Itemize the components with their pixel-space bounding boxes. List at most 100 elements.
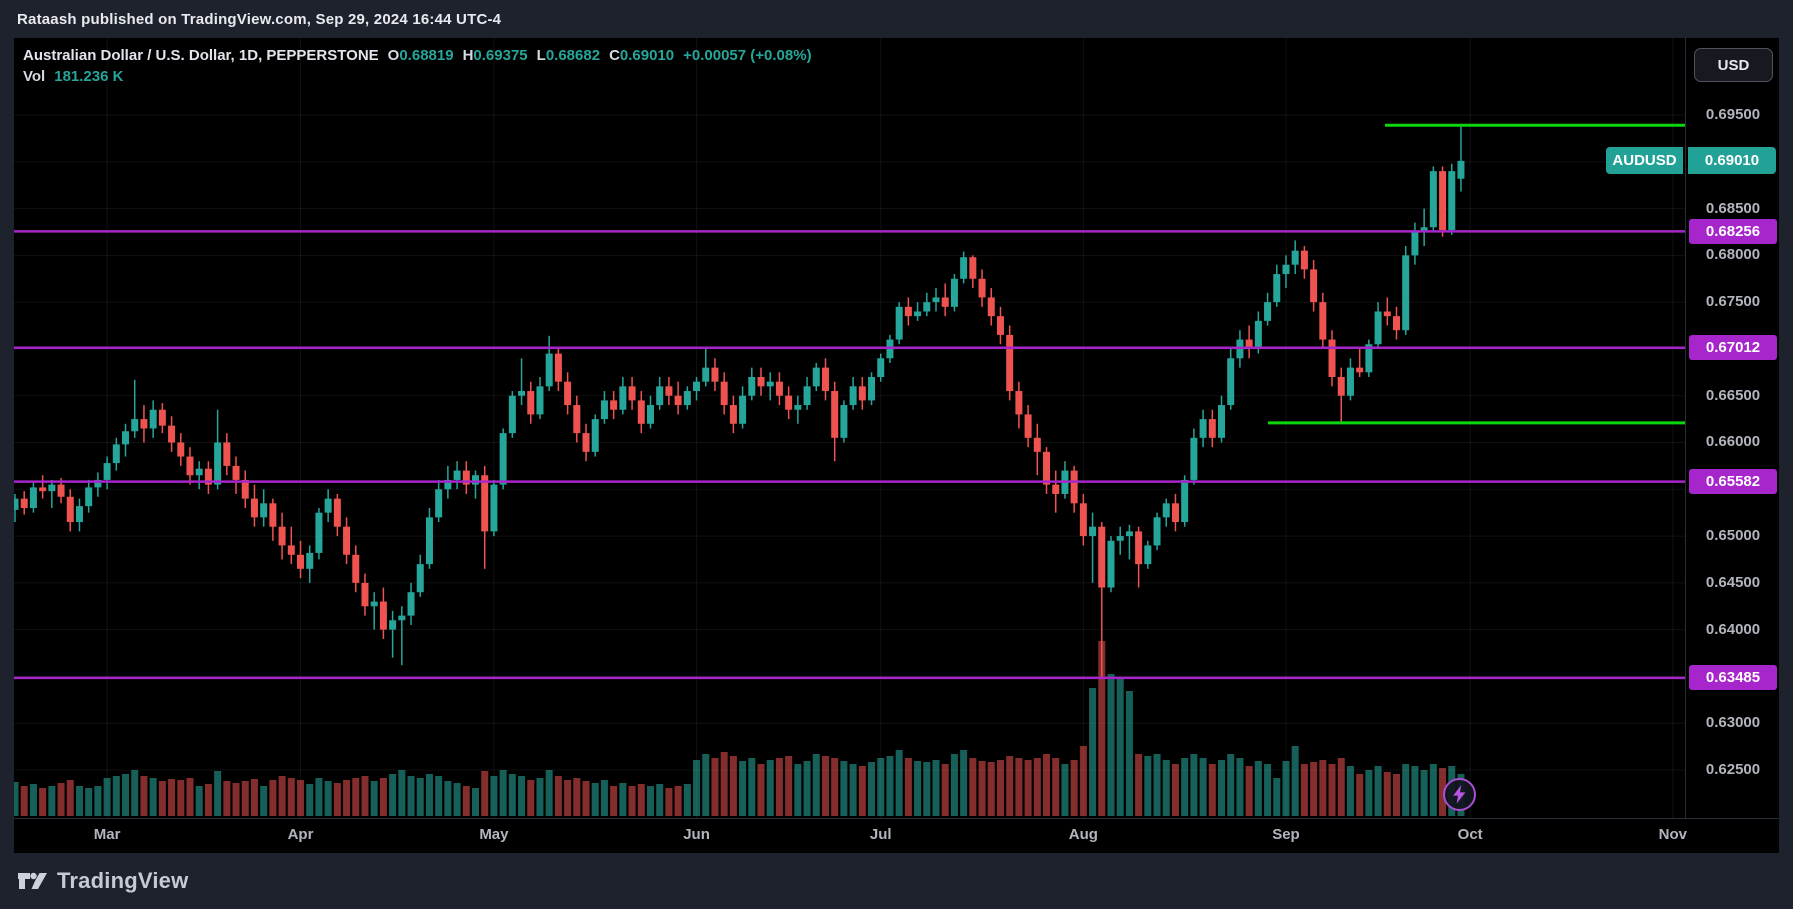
tradingview-brand-text[interactable]: TradingView — [57, 868, 189, 893]
volume-bar — [1199, 758, 1207, 816]
candle-body — [1319, 302, 1327, 340]
volume-bar — [278, 776, 286, 816]
candle-body — [490, 484, 498, 532]
volume-bar — [1043, 754, 1051, 816]
volume-bar — [1300, 764, 1308, 816]
volume-bar — [39, 788, 47, 816]
candle-body — [269, 503, 277, 527]
price-axis-label: 0.66500 — [1705, 386, 1761, 404]
tradingview-logo-icon[interactable] — [17, 868, 48, 894]
ohlc-close: C0.69010 — [609, 47, 675, 64]
price-plot-svg — [14, 38, 1685, 818]
volume-bar — [1383, 772, 1391, 816]
candle-body — [729, 405, 737, 424]
candle-body — [472, 475, 479, 485]
volume-bar — [1153, 754, 1161, 816]
candle-body — [1153, 517, 1161, 546]
volume-bar — [1374, 766, 1382, 816]
volume-bar — [1070, 760, 1078, 816]
volume-bar — [1116, 678, 1124, 816]
volume-bar — [637, 784, 645, 816]
candle-body — [1273, 274, 1281, 303]
candle-body — [665, 386, 673, 396]
candle-body — [1162, 503, 1170, 518]
candle-body — [600, 400, 608, 420]
volume-bar — [1393, 774, 1400, 816]
candle-body — [1374, 311, 1382, 345]
time-axis-month-label: Oct — [1457, 826, 1483, 843]
time-axis-month-label: Apr — [287, 826, 314, 843]
candle-body — [149, 409, 157, 429]
candle-body — [1291, 250, 1299, 265]
symbol-price-badge-value: 0.69010 — [1688, 147, 1776, 175]
volume-bar — [250, 779, 258, 816]
price-axis-label: 0.68000 — [1705, 246, 1761, 264]
level-price-badge: 0.65582 — [1689, 469, 1777, 495]
volume-bar — [831, 758, 839, 816]
symbol-title[interactable]: Australian Dollar / U.S. Dollar, 1D, PEP… — [23, 47, 379, 64]
volume-bar — [398, 770, 406, 816]
volume-bar — [472, 788, 479, 816]
volume-bar — [214, 771, 222, 816]
candle-body — [1181, 479, 1189, 523]
candle-body — [1448, 171, 1456, 231]
candle-body — [683, 391, 691, 406]
volume-bar — [1291, 746, 1299, 816]
chart-legend: Australian Dollar / U.S. Dollar, 1D, PEP… — [23, 45, 812, 87]
volume-bar — [1061, 764, 1069, 816]
boost-lightning-button[interactable] — [1443, 778, 1476, 811]
volume-bar — [1356, 774, 1364, 816]
candle-body — [1079, 503, 1087, 537]
candle-body — [48, 484, 56, 492]
volume-bar — [481, 771, 489, 816]
volume-bar — [914, 761, 922, 816]
candle-body — [1439, 171, 1447, 231]
time-axis[interactable]: Mar Apr May Jun Jul Aug Sep Oct Nov — [14, 818, 1779, 853]
candle-body — [306, 552, 314, 569]
lightning-icon — [1453, 785, 1466, 804]
currency-usd-button[interactable]: USD — [1694, 48, 1773, 82]
candle-body — [1171, 503, 1179, 523]
volume-bar — [610, 786, 618, 816]
volume-bar — [1181, 758, 1189, 816]
candle-body — [1245, 339, 1253, 349]
volume-bar — [978, 761, 986, 816]
candle-body — [297, 554, 305, 569]
candle-body — [287, 545, 295, 555]
volume-bar — [720, 752, 728, 816]
volume-bar — [591, 783, 599, 816]
candle-body — [1356, 367, 1364, 373]
candle-body — [131, 419, 139, 432]
candle-body — [195, 468, 203, 476]
volume-bar — [923, 762, 931, 816]
candle-body — [232, 465, 240, 480]
candle-body — [158, 409, 166, 426]
candle-body — [379, 601, 387, 630]
volume-bar — [57, 783, 65, 816]
candle-body — [85, 487, 93, 507]
candle-body — [103, 463, 111, 480]
volume-bar — [158, 781, 166, 816]
candle-body — [573, 405, 581, 434]
time-axis-month-label: Aug — [1068, 826, 1098, 843]
candle-body — [1383, 311, 1391, 317]
candle-body — [223, 442, 231, 466]
volume-bar — [435, 776, 443, 816]
volume-bar — [94, 786, 102, 816]
volume-bar — [1208, 764, 1216, 816]
candle-body — [122, 431, 130, 445]
volume-bar — [904, 758, 912, 816]
volume-bar — [619, 783, 627, 816]
volume-bar — [1411, 766, 1419, 816]
candle-body — [960, 257, 968, 279]
candle-body — [66, 496, 74, 523]
volume-bar — [886, 756, 894, 816]
volume-bar — [527, 780, 535, 816]
volume-bar — [140, 776, 148, 816]
volume-bar — [14, 782, 19, 816]
volume-bar — [1227, 754, 1235, 816]
volume-bar — [1162, 760, 1170, 816]
chart-plot-area[interactable]: Australian Dollar / U.S. Dollar, 1D, PEP… — [14, 38, 1685, 818]
symbol-price-badge-name: AUDUSD — [1606, 147, 1683, 175]
candle-body — [628, 386, 636, 401]
